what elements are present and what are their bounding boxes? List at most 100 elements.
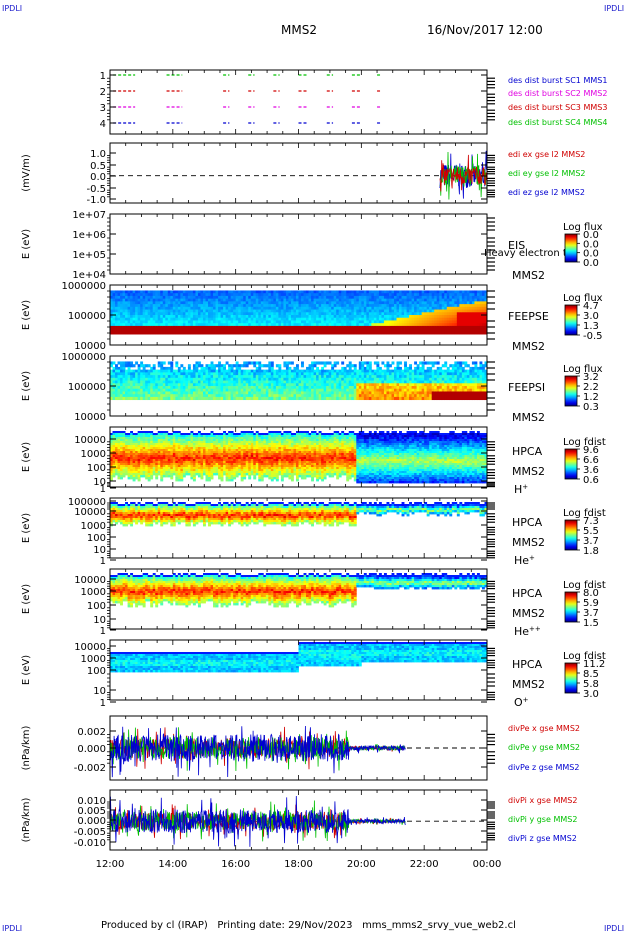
spectrogram-cell [399, 293, 402, 297]
spectrogram-cell [152, 293, 156, 297]
spectrogram-cell [187, 301, 191, 305]
spectrogram-cell [202, 388, 206, 392]
spectrogram-cell [200, 372, 204, 376]
spectrogram-cell [115, 433, 118, 436]
spectrogram-cell [366, 315, 370, 319]
spectrogram-cell [451, 383, 455, 387]
spectrogram-cell [280, 372, 284, 376]
spectrogram-cell [200, 295, 204, 300]
spectrogram-cell [459, 331, 463, 335]
spectrogram-cell [353, 391, 357, 395]
spectrogram-cell [336, 312, 340, 316]
spectrogram-cell [436, 369, 440, 373]
spectrogram-cell [202, 375, 206, 379]
spectrogram-cell [441, 391, 445, 395]
spectrogram-cell [220, 388, 224, 392]
spectrogram-cell [411, 328, 415, 332]
spectrogram-cell [130, 306, 134, 310]
spectrogram-cell [220, 386, 224, 390]
spectrogram-cell [401, 293, 405, 297]
spectrogram-cell [250, 301, 254, 305]
spectrogram-cell [298, 396, 302, 401]
spectrogram-cell [278, 312, 282, 316]
spectrogram-cell [361, 315, 365, 319]
spectrogram-cell [258, 317, 262, 321]
spectrogram-cell [192, 383, 196, 387]
spectrogram-cell [152, 380, 156, 384]
spectrogram-cell [220, 293, 224, 297]
spectrogram-cell [441, 380, 445, 384]
spectrogram-cell [388, 323, 392, 327]
spectrogram-cell [456, 391, 460, 395]
spectrogram-cell [263, 293, 267, 297]
spectrogram-cell [361, 290, 365, 294]
spectrogram-cell [406, 312, 410, 316]
spectrogram-cell [260, 377, 264, 381]
colorbar-tick-label: 3.0 [583, 311, 599, 322]
spectrogram-cell [313, 386, 317, 390]
spectrogram-cell [481, 366, 485, 371]
spectrogram-cell [120, 386, 123, 390]
spectrogram-cell [250, 320, 254, 324]
spectrogram-cell [165, 298, 169, 302]
spectrogram-cell [371, 325, 375, 330]
spectrogram-cell [228, 388, 232, 392]
spectrogram-cell [343, 309, 347, 313]
spectrogram-cell [336, 361, 340, 365]
spectrogram-cell [351, 298, 355, 302]
spectrogram-cell [258, 380, 262, 384]
y-axis-label: (mV/m) [21, 154, 32, 192]
spectrogram-cell [376, 366, 380, 371]
spectrogram-cell [260, 304, 264, 308]
spectrogram-cell [406, 304, 410, 308]
spectrogram-cell [130, 394, 134, 398]
spectrogram-cell [278, 383, 282, 387]
spectrogram-cell [358, 361, 362, 365]
spectrogram-cell [200, 386, 204, 390]
spectrogram-cell [280, 375, 284, 379]
spectrogram-cell [356, 315, 360, 319]
spectrogram-cell [298, 304, 302, 308]
spectrogram-cell [145, 309, 149, 313]
spectrogram-cell [311, 293, 314, 297]
spectrogram-cell [366, 320, 370, 324]
spectrogram-cell [484, 293, 488, 297]
spectrogram-cell [471, 304, 475, 308]
spectrogram-cell [202, 328, 206, 332]
spectrogram-cell [456, 369, 460, 373]
spectrogram-cell [147, 369, 151, 373]
spectrogram-cell [399, 290, 402, 294]
spectrogram-cell [444, 304, 448, 308]
spectrogram-cell [283, 304, 287, 308]
spectrogram-cell [218, 364, 221, 368]
spectrogram-cell [391, 328, 395, 332]
spectrogram-cell [479, 304, 483, 308]
spectrogram-cell [122, 380, 126, 384]
spectrogram-cell [301, 361, 304, 365]
spectrogram-cell [280, 320, 284, 324]
spectrogram-cell [182, 325, 186, 330]
spectrogram-cell [474, 383, 478, 387]
spectrogram-cell [409, 306, 412, 310]
spectrogram-cell [366, 323, 370, 327]
spectrogram-cell [373, 396, 377, 401]
spectrogram-cell [394, 298, 397, 302]
spectrogram-cell [218, 388, 221, 392]
spectrogram-cell [263, 364, 267, 368]
spectrogram-cell [368, 309, 372, 313]
spectrogram-cell [240, 304, 244, 308]
spectrogram-cell [451, 290, 455, 294]
spectrogram-cell [137, 315, 141, 319]
edi-series-line [439, 154, 488, 192]
spectrogram-cell [343, 315, 347, 319]
spectrogram-cell [399, 331, 402, 335]
spectrogram-cell [112, 320, 116, 324]
spectrogram-cell [230, 317, 234, 321]
spectrogram-cell [343, 317, 347, 321]
panel-frame [109, 69, 488, 135]
spectrogram-cell [439, 369, 443, 373]
spectrogram-cell [147, 380, 151, 384]
spectrogram-cell [228, 306, 232, 310]
spectrogram-cell [180, 380, 184, 384]
spectrogram-cell [371, 293, 375, 297]
